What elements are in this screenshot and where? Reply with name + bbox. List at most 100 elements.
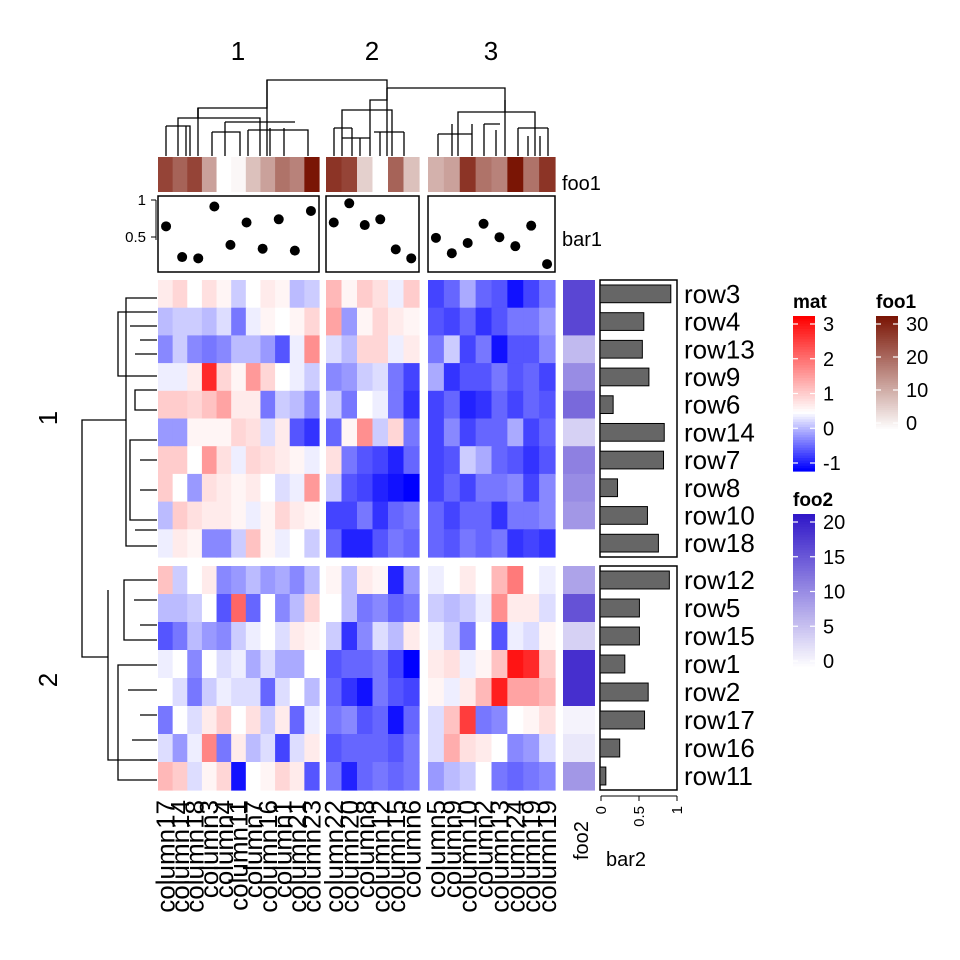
heatmap-cell <box>260 762 276 791</box>
foo2-legend-swatch <box>793 576 815 580</box>
heatmap-cell <box>245 363 262 392</box>
heatmap-cell <box>357 529 374 558</box>
foo1-legend-swatch <box>876 398 898 401</box>
heatmap-cell <box>289 529 305 558</box>
bar1-point <box>193 253 204 264</box>
heatmap-cell <box>388 307 405 336</box>
bar2-bar <box>599 598 640 618</box>
mat-legend-swatch <box>793 401 815 405</box>
heatmap-cell <box>459 473 477 503</box>
heatmap-cell <box>304 446 320 475</box>
heatmap-cell <box>443 446 461 475</box>
column-dendrogram <box>387 87 506 156</box>
heatmap-cell <box>403 335 420 364</box>
heatmap-cell <box>539 706 556 735</box>
heatmap-cell <box>260 622 276 651</box>
heatmap-cell <box>443 335 461 364</box>
heatmap-cell <box>539 446 556 475</box>
bar1-point <box>526 220 537 231</box>
heatmap-cell <box>341 418 358 447</box>
heatmap-cell <box>187 566 203 595</box>
heatmap-cell <box>326 594 343 623</box>
heatmap-cell <box>245 734 262 763</box>
heatmap-cell <box>491 390 508 420</box>
heatmap-cell <box>491 418 508 447</box>
heatmap-cell <box>523 363 540 392</box>
foo1-legend-swatch <box>876 331 898 334</box>
foo1-legend-swatch <box>876 360 898 363</box>
heatmap-cell <box>341 307 358 336</box>
heatmap-cell <box>523 650 540 679</box>
foo2-legend-swatch <box>793 619 815 624</box>
mat-legend-label: 0 <box>823 418 834 440</box>
foo2-legend-swatch <box>793 588 815 593</box>
column-label: column5 <box>421 800 451 898</box>
heatmap-cell <box>304 529 320 558</box>
heatmap-cell <box>304 706 320 735</box>
heatmap-cell <box>304 566 320 595</box>
foo2-legend-swatch <box>793 516 815 520</box>
heatmap-cell <box>158 501 174 530</box>
bar2-bar <box>599 710 646 730</box>
mat-legend-swatch <box>793 370 815 374</box>
heatmap-cell <box>172 363 188 392</box>
bar2-panel <box>599 279 678 558</box>
mat-legend-swatch <box>793 378 815 382</box>
heatmap-cell <box>403 473 420 503</box>
foo2-label: foo2 <box>571 821 593 860</box>
heatmap-cell <box>201 762 218 791</box>
foo2-legend-swatch <box>793 519 815 523</box>
heatmap-cell <box>304 678 320 707</box>
mat-legend-swatch <box>793 465 815 470</box>
heatmap-cell <box>158 418 174 447</box>
heatmap-cell <box>304 650 320 679</box>
bar2-tick-label: 0 <box>593 806 610 814</box>
mat-legend-swatch <box>793 357 815 361</box>
heatmap-cell <box>341 594 358 623</box>
heatmap-cell <box>507 734 524 763</box>
heatmap-cell <box>201 446 218 475</box>
bar2-bar <box>599 339 643 359</box>
heatmap-cell <box>275 363 291 392</box>
foo1-legend-swatch <box>876 327 898 331</box>
heatmap-cell <box>491 678 508 707</box>
heatmap-cell <box>172 650 188 679</box>
bar1-panel <box>427 195 556 273</box>
column-label: column15 <box>381 800 411 913</box>
heatmap-cell <box>216 335 232 364</box>
foo2-cell <box>563 390 595 420</box>
heatmap-cell <box>275 622 291 651</box>
foo1-legend-swatch <box>876 408 898 411</box>
bar2-bar <box>599 422 665 442</box>
row-label: row6 <box>684 390 740 420</box>
heatmap-cell <box>403 529 420 558</box>
heatmap-cell <box>428 529 445 558</box>
heatmap-cell <box>201 594 218 623</box>
heatmap-cell <box>459 650 477 679</box>
foo2-legend-swatch <box>793 607 815 611</box>
heatmap-cell <box>260 335 276 364</box>
column-label: column6 <box>396 800 426 898</box>
heatmap-cell <box>372 390 389 420</box>
foo2-legend-swatch <box>793 550 815 554</box>
heatmap-cell <box>245 762 262 791</box>
heatmap-cell <box>201 566 218 595</box>
bar2-panel <box>599 565 678 791</box>
heatmap-cell <box>357 390 374 420</box>
heatmap-cell <box>158 706 174 735</box>
heatmap-cell <box>158 473 174 503</box>
heatmap-cell <box>231 678 247 707</box>
row-label: row8 <box>684 473 740 503</box>
foo2-legend-swatch <box>793 645 815 649</box>
foo1-legend-swatch <box>876 411 898 415</box>
heatmap-cell <box>372 650 389 679</box>
heatmap-cell <box>231 280 247 309</box>
mat-legend-swatch <box>793 341 815 346</box>
heatmap-cell <box>231 446 247 475</box>
foo1-cell <box>158 157 174 192</box>
foo1-legend-label: 10 <box>906 380 928 402</box>
foo1-legend-swatch <box>876 325 898 329</box>
heatmap-cell <box>216 280 232 309</box>
foo2-cell <box>563 650 595 679</box>
mat-legend-swatch <box>793 409 815 413</box>
